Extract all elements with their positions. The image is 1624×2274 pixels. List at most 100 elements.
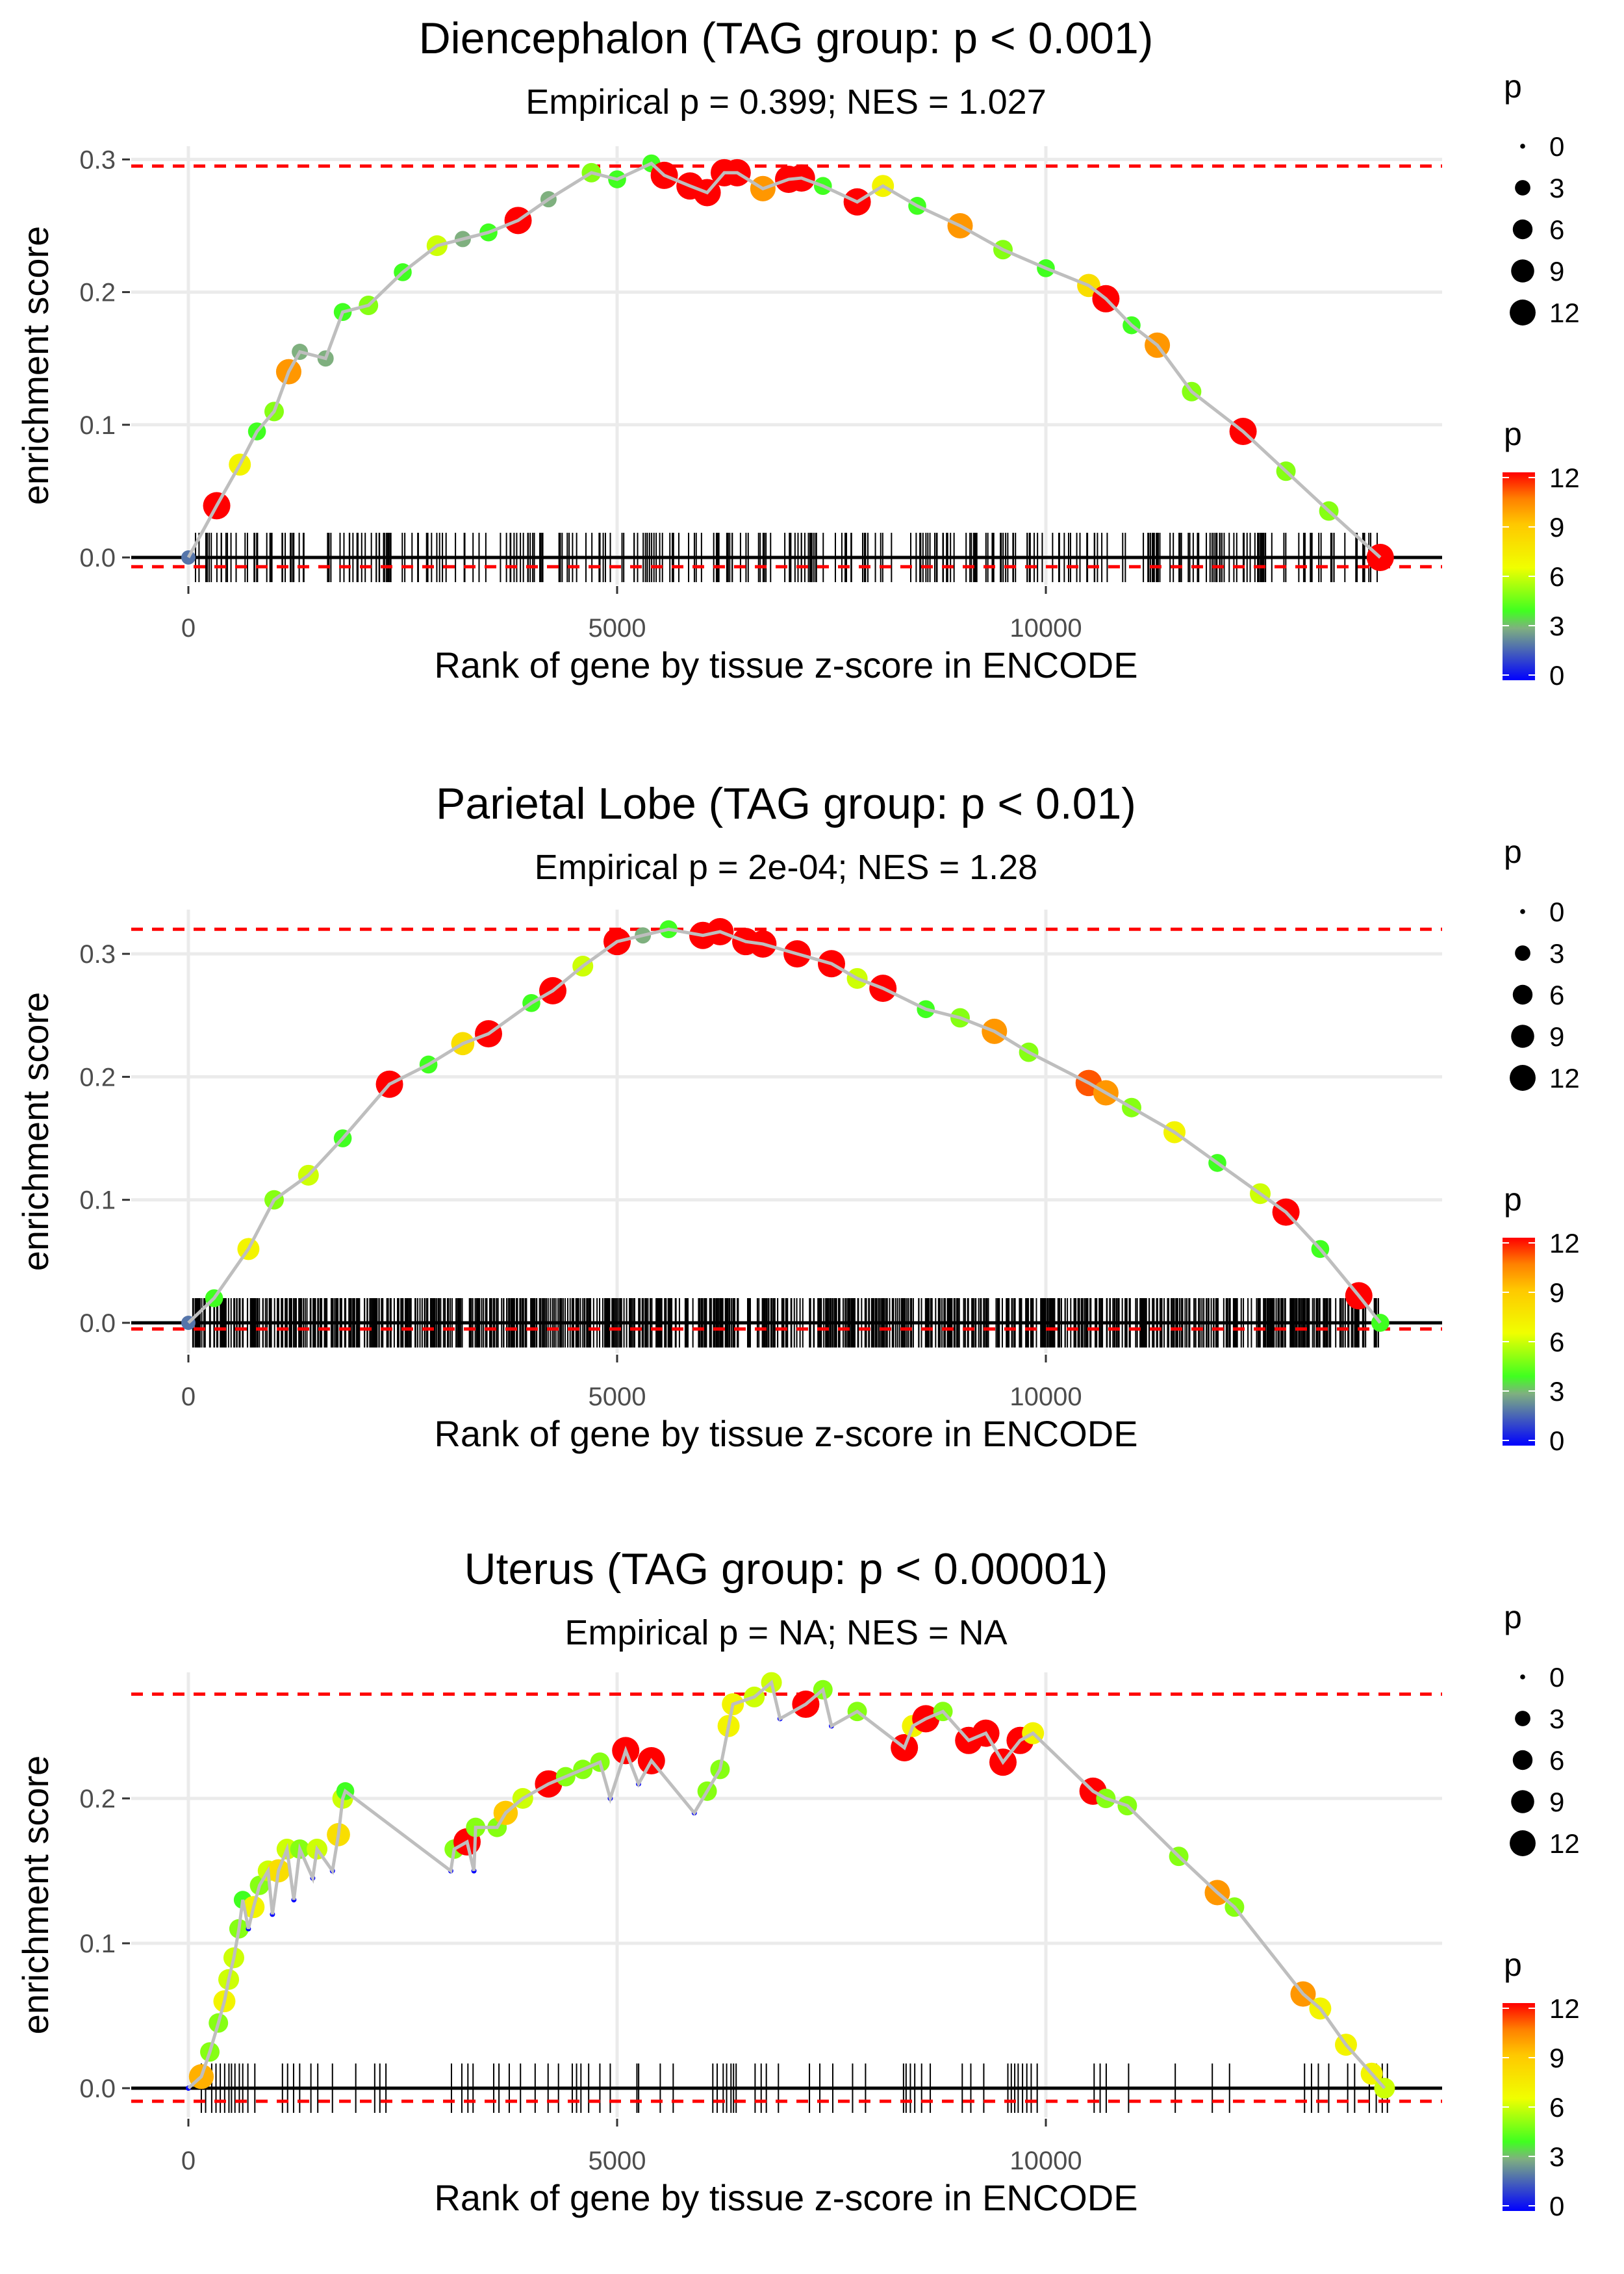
size-legend-dot bbox=[1510, 300, 1536, 326]
size-legend-dot bbox=[1512, 984, 1533, 1005]
size-legend-label: 0 bbox=[1549, 131, 1564, 162]
color-legend-label: 12 bbox=[1549, 1993, 1580, 2024]
chart-subtitle: Empirical p = NA; NES = NA bbox=[565, 1613, 1007, 1652]
color-legend-label: 6 bbox=[1549, 2092, 1564, 2123]
x-tick-label: 10000 bbox=[1009, 1383, 1082, 1411]
size-legend-label: 12 bbox=[1549, 1063, 1580, 1093]
color-legend-label: 0 bbox=[1549, 1425, 1564, 1456]
y-tick-label: 0.2 bbox=[79, 279, 116, 307]
y-tick-label: 0.0 bbox=[79, 1309, 116, 1338]
color-legend-label: 3 bbox=[1549, 1376, 1564, 1407]
size-legend-dot bbox=[1511, 259, 1534, 283]
chart-panel-2: Parietal Lobe (TAG group: p < 0.01) Empir… bbox=[15, 779, 1580, 1456]
y-tick-label: 0.1 bbox=[79, 1930, 116, 1958]
x-tick-label: 5000 bbox=[589, 1383, 646, 1411]
chart-panel-3: Uterus (TAG group: p < 0.00001) Empirical… bbox=[15, 1544, 1580, 2221]
color-legend-title: p bbox=[1504, 1947, 1522, 1983]
size-legend-dot bbox=[1510, 1065, 1536, 1091]
chart-title: Diencephalon (TAG group: p < 0.001) bbox=[419, 14, 1154, 63]
size-legend-label: 0 bbox=[1549, 1662, 1564, 1693]
y-tick-label: 0.1 bbox=[79, 411, 116, 440]
x-tick-label: 0 bbox=[181, 614, 196, 643]
size-legend-label: 6 bbox=[1549, 980, 1564, 1010]
size-legend: p0 3 6 9 12 bbox=[1504, 1599, 1580, 1859]
color-legend-label: 0 bbox=[1549, 660, 1564, 691]
es-points bbox=[181, 154, 1394, 571]
size-legend-dot bbox=[1515, 945, 1530, 961]
color-legend-label: 3 bbox=[1549, 611, 1564, 641]
size-legend-dot bbox=[1515, 1711, 1530, 1726]
gridlines bbox=[131, 910, 1442, 1353]
size-legend-dot bbox=[1520, 909, 1525, 914]
running-es-line bbox=[186, 161, 1382, 559]
chart-subtitle: Empirical p = 2e-04; NES = 1.28 bbox=[535, 848, 1037, 887]
size-legend-label: 9 bbox=[1549, 1021, 1564, 1052]
size-legend-label: 3 bbox=[1549, 938, 1564, 969]
gridlines bbox=[131, 1672, 1442, 2117]
es-points bbox=[186, 1672, 1395, 2099]
size-legend-dot bbox=[1511, 1025, 1534, 1048]
size-legend-dot bbox=[1512, 1750, 1533, 1770]
running-es-line bbox=[187, 1680, 1386, 2089]
size-legend-label: 9 bbox=[1549, 256, 1564, 287]
y-tick-label: 0.2 bbox=[79, 1785, 116, 1813]
size-legend-title: p bbox=[1504, 834, 1522, 870]
x-tick-label: 0 bbox=[181, 1383, 196, 1411]
x-tick-label: 10000 bbox=[1009, 2147, 1082, 2175]
size-legend-label: 3 bbox=[1549, 173, 1564, 203]
es-points bbox=[181, 918, 1389, 1332]
y-tick-label: 0.0 bbox=[79, 544, 116, 572]
chart-title: Uterus (TAG group: p < 0.00001) bbox=[464, 1544, 1108, 1594]
x-tick-label: 10000 bbox=[1009, 614, 1082, 643]
y-tick-label: 0.2 bbox=[79, 1063, 116, 1092]
chart-subtitle: Empirical p = 0.399; NES = 1.027 bbox=[526, 83, 1046, 121]
color-legend: p 0 3 6 9 12 bbox=[1503, 1181, 1580, 1456]
color-legend: p 0 3 6 9 12 bbox=[1503, 416, 1580, 691]
size-legend-dot bbox=[1520, 144, 1525, 149]
color-legend-label: 6 bbox=[1549, 561, 1564, 592]
color-legend-label: 0 bbox=[1549, 2191, 1564, 2221]
color-legend-title: p bbox=[1504, 416, 1522, 452]
y-axis-label: enrichment score bbox=[15, 992, 56, 1271]
y-tick-label: 0.3 bbox=[79, 940, 116, 969]
size-legend-label: 12 bbox=[1549, 298, 1580, 328]
color-legend-title: p bbox=[1504, 1181, 1522, 1218]
size-legend-dot bbox=[1510, 1830, 1536, 1856]
x-axis-label: Rank of gene by tissue z-score in ENCODE bbox=[434, 1413, 1137, 1454]
color-legend-label: 9 bbox=[1549, 512, 1564, 543]
size-legend-dot bbox=[1512, 219, 1533, 240]
color-legend-label: 6 bbox=[1549, 1327, 1564, 1357]
color-legend-label: 12 bbox=[1549, 1228, 1580, 1258]
size-legend-label: 3 bbox=[1549, 1704, 1564, 1734]
size-legend-label: 6 bbox=[1549, 214, 1564, 245]
y-axis-label: enrichment score bbox=[15, 226, 56, 505]
size-legend-label: 12 bbox=[1549, 1828, 1580, 1859]
size-legend-dot bbox=[1520, 1674, 1525, 1680]
size-legend: p0 3 6 9 12 bbox=[1504, 68, 1580, 328]
color-legend-label: 9 bbox=[1549, 2043, 1564, 2073]
color-legend: p 0 3 6 9 12 bbox=[1503, 1947, 1580, 2221]
x-axis-label: Rank of gene by tissue z-score in ENCODE bbox=[434, 645, 1137, 685]
size-legend-label: 6 bbox=[1549, 1745, 1564, 1776]
size-legend: p0 3 6 9 12 bbox=[1504, 834, 1580, 1093]
size-legend-label: 9 bbox=[1549, 1787, 1564, 1817]
x-tick-label: 5000 bbox=[589, 614, 646, 643]
x-tick-label: 5000 bbox=[589, 2147, 646, 2175]
x-axis-label: Rank of gene by tissue z-score in ENCODE bbox=[434, 2177, 1137, 2218]
color-legend-label: 3 bbox=[1549, 2141, 1564, 2172]
x-tick-label: 0 bbox=[181, 2147, 196, 2175]
y-tick-label: 0.0 bbox=[79, 2075, 116, 2103]
y-tick-label: 0.3 bbox=[79, 146, 116, 174]
size-legend-label: 0 bbox=[1549, 897, 1564, 927]
size-legend-dot bbox=[1511, 1790, 1534, 1813]
color-legend-label: 12 bbox=[1549, 463, 1580, 493]
chart-panel-1: Diencephalon (TAG group: p < 0.001) Empir… bbox=[15, 14, 1580, 691]
y-tick-label: 0.1 bbox=[79, 1186, 116, 1215]
size-legend-title: p bbox=[1504, 68, 1522, 105]
chart-title: Parietal Lobe (TAG group: p < 0.01) bbox=[436, 779, 1136, 828]
size-legend-title: p bbox=[1504, 1599, 1522, 1635]
size-legend-dot bbox=[1515, 180, 1530, 196]
running-es-line bbox=[187, 927, 1382, 1324]
color-legend-label: 9 bbox=[1549, 1277, 1564, 1308]
